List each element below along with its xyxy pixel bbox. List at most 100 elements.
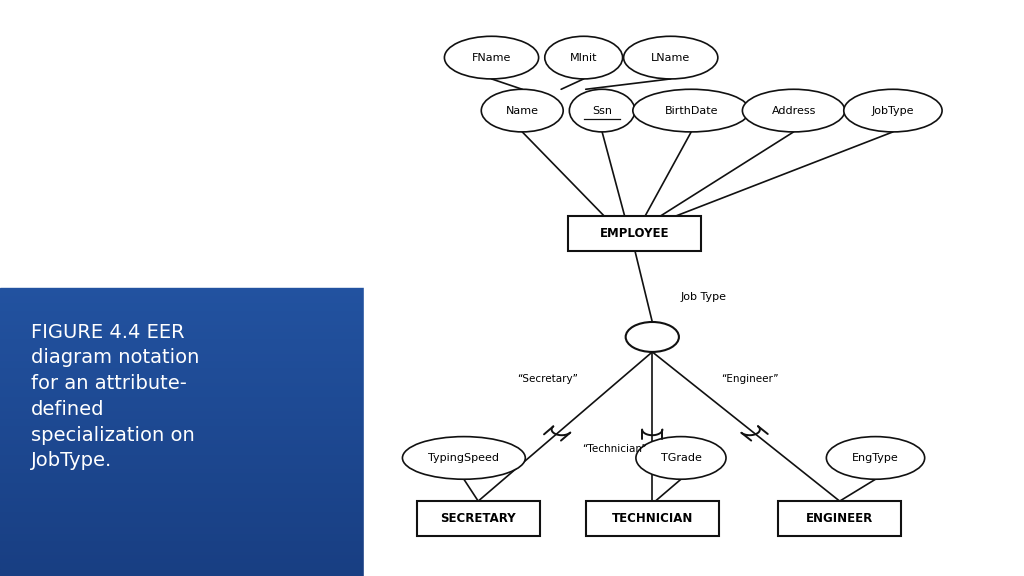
Bar [0, 317, 364, 320]
Ellipse shape [402, 437, 525, 479]
Bar [0, 566, 364, 573]
Bar [0, 331, 364, 335]
Bar [0, 566, 364, 573]
Bar [0, 493, 364, 497]
Bar [0, 357, 364, 360]
Bar [0, 507, 364, 511]
Bar [0, 504, 364, 507]
Bar [0, 400, 364, 403]
Bar [0, 295, 364, 299]
Bar [0, 569, 364, 576]
Bar [0, 569, 364, 576]
Bar [0, 410, 364, 414]
Bar [0, 567, 364, 575]
Bar [0, 564, 364, 571]
Bar [0, 483, 364, 486]
Bar [0, 371, 364, 374]
Bar [0, 564, 364, 571]
Bar [0, 566, 364, 573]
Bar [0, 564, 364, 572]
Bar [0, 288, 364, 291]
Bar [0, 568, 364, 575]
Bar [0, 563, 364, 571]
Text: Job Type: Job Type [681, 291, 727, 302]
Bar [0, 567, 364, 574]
Bar [0, 563, 364, 570]
Bar [0, 396, 364, 400]
Bar [0, 551, 364, 554]
Bar [0, 562, 364, 570]
Ellipse shape [636, 437, 726, 479]
Bar [0, 367, 364, 371]
Bar [0, 563, 364, 570]
Bar [417, 501, 540, 536]
Text: “Secretary”: “Secretary” [517, 374, 579, 384]
Text: JobType: JobType [871, 105, 914, 116]
Bar [0, 565, 364, 569]
Bar [0, 567, 364, 574]
Bar [0, 446, 364, 450]
Bar [0, 378, 364, 382]
Bar [568, 216, 701, 251]
Bar [0, 562, 364, 570]
Bar [0, 418, 364, 421]
Text: TECHNICIAN: TECHNICIAN [611, 512, 693, 525]
Text: ENGINEER: ENGINEER [806, 512, 873, 525]
Bar [0, 566, 364, 573]
Bar [0, 564, 364, 571]
Bar [0, 490, 364, 493]
Text: “Engineer”: “Engineer” [721, 374, 778, 384]
Bar [586, 501, 719, 536]
Text: TypingSpeed: TypingSpeed [428, 453, 500, 463]
Bar [0, 562, 364, 569]
Bar [0, 568, 364, 575]
Bar [0, 567, 364, 574]
Ellipse shape [545, 36, 623, 79]
Bar [0, 468, 364, 472]
Circle shape [626, 322, 679, 352]
Bar [0, 562, 364, 565]
Bar [0, 564, 364, 571]
Bar [0, 562, 364, 569]
Bar [0, 564, 364, 571]
Bar [0, 320, 364, 324]
Bar [0, 566, 364, 573]
Text: FIGURE 4.4 EER
diagram notation
for an attribute-
defined
specialization on
JobT: FIGURE 4.4 EER diagram notation for an a… [31, 323, 199, 471]
Bar [0, 567, 364, 575]
Bar [0, 562, 364, 569]
Bar [0, 475, 364, 479]
Bar [0, 564, 364, 571]
Bar [0, 566, 364, 573]
Bar [0, 562, 364, 570]
Bar [0, 563, 364, 570]
Bar [0, 501, 364, 504]
Bar [0, 567, 364, 574]
Bar [0, 414, 364, 418]
Bar [0, 407, 364, 410]
Text: EngType: EngType [852, 453, 899, 463]
Bar [0, 363, 364, 367]
Bar [0, 567, 364, 575]
Ellipse shape [633, 89, 750, 132]
Bar [0, 522, 364, 525]
Bar [0, 497, 364, 501]
Bar [0, 566, 364, 573]
Bar [0, 567, 364, 574]
Bar [0, 563, 364, 570]
Bar [0, 429, 364, 432]
Ellipse shape [844, 89, 942, 132]
Bar [0, 567, 364, 574]
Ellipse shape [481, 89, 563, 132]
Bar [0, 565, 364, 572]
Bar [0, 403, 364, 407]
Text: SECRETARY: SECRETARY [440, 512, 516, 525]
Bar [0, 457, 364, 461]
Bar [0, 443, 364, 446]
Text: “Technician”: “Technician” [582, 444, 647, 454]
Bar [0, 461, 364, 464]
Bar [0, 568, 364, 575]
Bar [0, 566, 364, 574]
Text: FName: FName [472, 52, 511, 63]
Ellipse shape [624, 36, 718, 79]
Bar [0, 518, 364, 522]
